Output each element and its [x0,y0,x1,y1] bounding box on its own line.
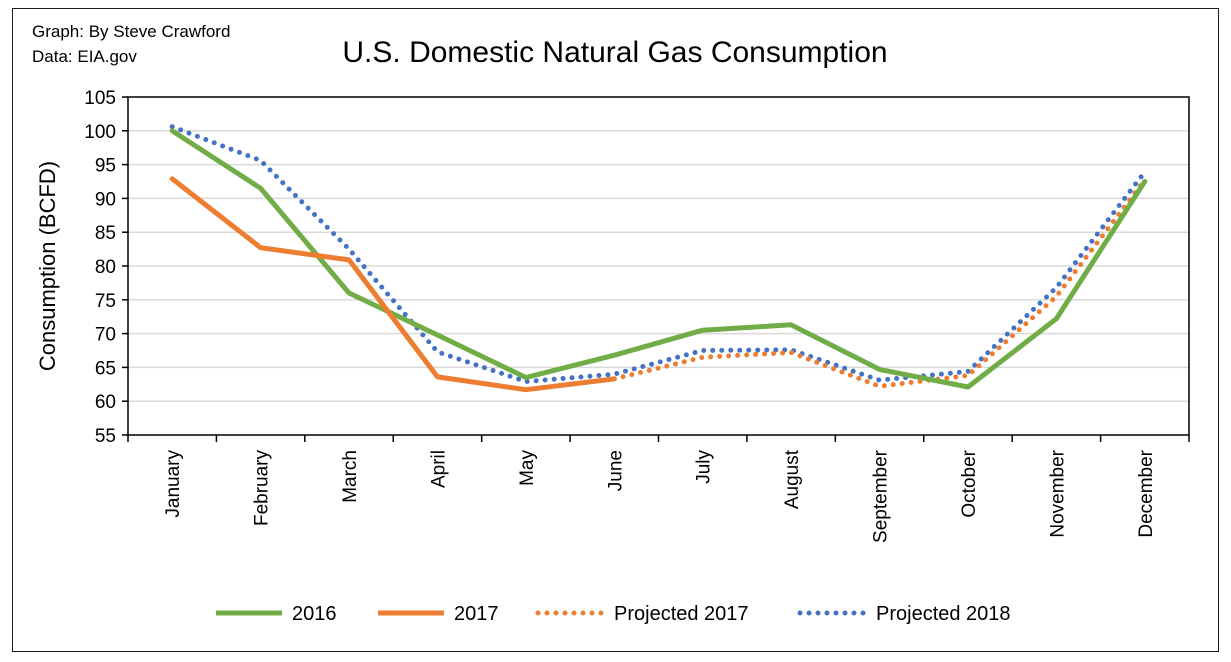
x-tick-label: July [694,450,715,484]
y-axis-label: Consumption (BCFD) [35,161,60,371]
y-tick-label: 60 [95,392,116,413]
y-tick-label: 65 [95,358,116,379]
y-tick-label: 70 [95,325,116,346]
chart-title: U.S. Domestic Natural Gas Consumption [342,36,887,69]
legend: 2016 2017 Projected 2017 Projected 2018 [216,603,1011,625]
legend-label: 2016 [292,603,337,625]
x-tick-label: April [428,450,449,488]
x-tick-label: February [252,450,273,527]
gridlines [127,96,1190,436]
x-tick-label: December [1136,449,1157,537]
series-line-projected-2017 [611,177,1148,389]
y-tick-label: 80 [95,257,116,278]
y-tick-label: 75 [95,291,116,312]
y-tick-label: 100 [84,122,116,143]
series-line-projected-2018 [169,124,1148,385]
y-tick-label: 85 [95,223,116,244]
x-axis-ticks: January February March April May June July Augu… [127,435,1190,543]
x-tick-label: October [959,449,980,517]
credit-data: Data: EIA.gov [32,47,137,66]
y-tick-label: 55 [95,426,116,447]
x-tick-label: August [782,449,803,509]
x-tick-label: November [1047,449,1068,537]
legend-label: Projected 2017 [614,603,749,625]
y-tick-label: 105 [84,88,116,109]
x-tick-label: June [605,450,626,491]
x-tick-label: January [163,450,184,518]
series-line-2017 [169,176,617,393]
x-tick-label: September [871,449,892,543]
series-line-2016 [169,128,1148,390]
legend-label: 2017 [454,603,499,625]
series-lines [169,124,1148,393]
credit-graph: Graph: By Steve Crawford [32,22,230,41]
y-tick-label: 90 [95,189,116,210]
x-tick-label: March [340,450,361,503]
y-tick-label: 95 [95,156,116,177]
x-tick-label: May [517,450,538,486]
y-axis-ticks: 55 60 65 70 75 80 85 90 95 100 105 [84,88,128,447]
legend-label: Projected 2018 [876,603,1011,625]
